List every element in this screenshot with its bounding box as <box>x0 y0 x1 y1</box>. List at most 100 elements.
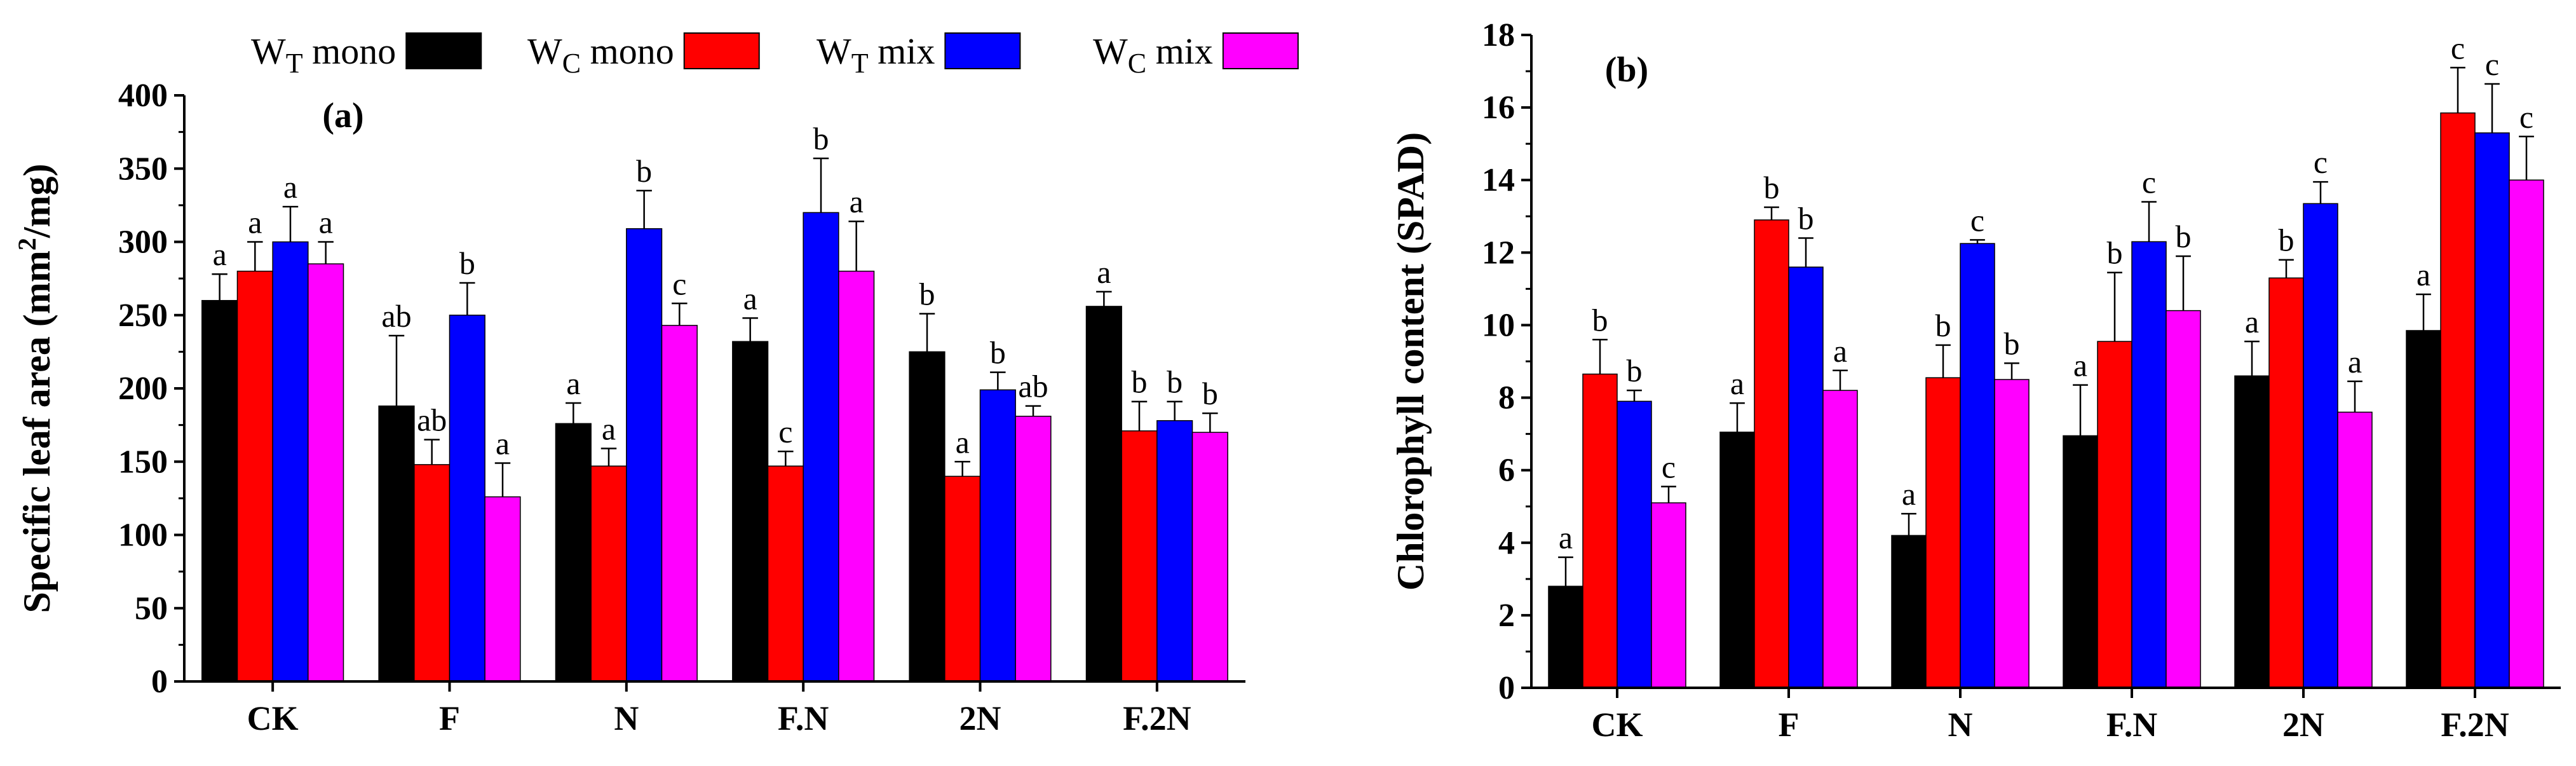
significance-letter: a <box>602 411 616 447</box>
significance-letter: a <box>1730 366 1744 401</box>
x-tick-label: F.2N <box>1123 699 1191 737</box>
bar <box>1548 585 1583 688</box>
significance-letter: b <box>1592 302 1608 338</box>
chart-panel-b: 024681012141618abbcCKabbaFabcbNabcbF.Nab… <box>1390 17 2561 744</box>
y-tick-label: 200 <box>118 371 168 407</box>
bar <box>1754 219 1789 688</box>
y-axis-title: Specific leaf area (mm2/mg) <box>13 164 58 613</box>
bar <box>308 263 344 682</box>
x-tick-label: 2N <box>2282 706 2324 744</box>
significance-letter: a <box>2245 304 2259 339</box>
significance-letter: b <box>1935 308 1951 343</box>
significance-letter: b <box>919 276 935 311</box>
significance-letter: a <box>213 236 227 272</box>
bar <box>661 325 698 682</box>
bar <box>1960 243 1995 688</box>
significance-letter: a <box>1559 520 1573 556</box>
bar <box>1994 379 2030 688</box>
legend-swatch <box>683 32 760 69</box>
bar <box>378 405 415 682</box>
legend-label: WC mono <box>527 31 674 79</box>
x-tick-label: CK <box>247 699 299 737</box>
significance-letter: b <box>1202 376 1218 411</box>
y-axis-title-main: Specific leaf area (mm <box>16 250 58 613</box>
y-tick-label: 6 <box>1498 453 1515 489</box>
bar <box>2406 330 2441 688</box>
legend-label: WT mix <box>817 31 935 79</box>
bar <box>803 212 839 682</box>
bar <box>2440 112 2476 688</box>
bar <box>2131 241 2167 688</box>
bar <box>2268 277 2304 688</box>
significance-letter: b <box>1132 364 1148 400</box>
bar <box>1191 432 1228 682</box>
legend-label-rest: mono <box>303 31 397 72</box>
bar <box>2063 435 2098 688</box>
significance-letter: c <box>1662 449 1676 484</box>
y-axis-title-sup: 2 <box>13 238 41 250</box>
y-tick-label: 100 <box>118 517 168 554</box>
y-tick-label: 16 <box>1482 90 1515 126</box>
significance-letter: ab <box>381 298 411 334</box>
legend-swatch <box>944 32 1021 69</box>
significance-letter: b <box>990 335 1006 371</box>
bar <box>626 228 663 682</box>
bar <box>1822 390 1858 688</box>
chart-panel-a: 050100150200250300350400aaaaCKababbaFaab… <box>13 78 1245 737</box>
x-tick-label: N <box>614 699 639 737</box>
legend-swatch <box>1222 32 1299 69</box>
y-axis-title-rest: /mg) <box>16 164 58 239</box>
y-axis-title-main: Chlorophyll content (SPAD) <box>1390 132 1432 591</box>
bar <box>2303 203 2338 688</box>
bar <box>201 299 238 682</box>
bar <box>767 465 804 682</box>
bar <box>2097 341 2132 688</box>
significance-letter: ab <box>417 402 447 438</box>
significance-letter: ab <box>1018 369 1048 404</box>
x-tick-label: CK <box>1592 706 1643 744</box>
x-tick-label: F.2N <box>2441 706 2509 744</box>
significance-letter: a <box>1833 333 1847 369</box>
significance-letter: b <box>2279 222 2295 258</box>
significance-letter: a <box>248 205 262 240</box>
bar <box>979 389 1016 682</box>
bar <box>1719 432 1755 688</box>
bar <box>1651 502 1686 688</box>
x-tick-label: 2N <box>959 699 1001 737</box>
significance-letter: b <box>1167 364 1183 400</box>
bar <box>909 351 946 682</box>
significance-letter: a <box>850 184 864 219</box>
x-tick-label: F.N <box>2106 706 2158 744</box>
bar <box>1121 430 1158 682</box>
y-tick-label: 8 <box>1498 380 1515 416</box>
significance-letter: b <box>813 121 829 156</box>
bar <box>590 465 627 682</box>
legend: W T mono WC mono WT mix WC mix <box>251 31 1299 79</box>
bar <box>1925 377 1961 688</box>
significance-letter: b <box>2107 235 2123 271</box>
significance-letter: c <box>2519 99 2533 135</box>
legend-label-sub: C <box>562 48 581 79</box>
y-tick-label: 4 <box>1498 525 1515 561</box>
bar <box>484 496 521 682</box>
bar <box>838 270 875 682</box>
legend-label-rest: mix <box>869 31 935 72</box>
significance-letter: b <box>2176 219 2192 254</box>
legend-swatch <box>405 32 482 69</box>
y-tick-label: 50 <box>135 591 168 627</box>
bar <box>1788 266 1824 688</box>
bar <box>2234 375 2270 688</box>
bar <box>732 341 769 682</box>
significance-letter: b <box>1764 170 1780 205</box>
bar <box>1015 416 1052 682</box>
x-tick-label: F <box>439 699 460 737</box>
significance-letter: b <box>1798 201 1814 236</box>
significance-letter: a <box>319 205 333 240</box>
legend-label: WC mix <box>1093 31 1213 79</box>
legend-label-main: W <box>527 31 562 72</box>
y-tick-label: 0 <box>151 664 168 700</box>
y-tick-label: 14 <box>1482 162 1515 198</box>
legend-label-sub: T <box>286 48 303 79</box>
y-tick-label: 12 <box>1482 235 1515 271</box>
